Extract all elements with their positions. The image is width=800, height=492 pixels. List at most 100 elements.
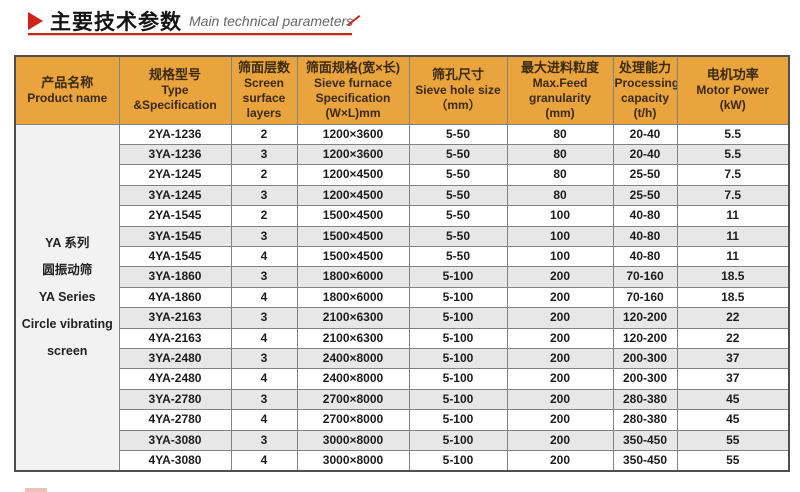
table-cell: 4 xyxy=(230,409,298,431)
header-screen-layers: 筛面层数 Screen surface layers xyxy=(230,55,298,125)
section-title: 主要技术参数 Main technical parameters xyxy=(28,6,353,36)
table-cell: 40-80 xyxy=(612,205,678,227)
table-cell: 200 xyxy=(506,286,614,309)
table-cell: 11 xyxy=(676,245,790,268)
table-cell: 350-450 xyxy=(612,429,678,452)
table-cell: 200 xyxy=(506,409,614,431)
header-zh: 筛面规格(宽×长) xyxy=(305,59,401,75)
table-cell: 350-450 xyxy=(612,450,678,472)
table-cell: 80 xyxy=(506,164,614,186)
table-cell: 40-80 xyxy=(612,245,678,268)
table-cell: 200 xyxy=(506,347,614,370)
table-cell: 11 xyxy=(676,205,790,227)
table-cell: 5-50 xyxy=(408,205,508,227)
table-cell: 5-50 xyxy=(408,184,508,207)
header-sieve-specification: 筛面规格(宽×长) Sieve furnace Specification (W… xyxy=(296,55,410,125)
table-cell: 45 xyxy=(676,388,790,411)
table-cell: 4YA-1860 xyxy=(118,286,232,309)
table-cell: 200 xyxy=(506,307,614,329)
table-cell: 2YA-1236 xyxy=(118,123,232,145)
table-cell: 5-100 xyxy=(408,388,508,411)
table-cell: 3YA-1245 xyxy=(118,184,232,207)
table-cell: 120-200 xyxy=(612,327,678,349)
table-cell: 4 xyxy=(230,327,298,349)
table-cell: 5-100 xyxy=(408,286,508,309)
table-cell: 55 xyxy=(676,429,790,452)
table-cell: 3 xyxy=(230,184,298,207)
table-cell: 5-100 xyxy=(408,327,508,349)
table-row: YA 系列 圆振动筛 YA Series Circle vibrating sc… xyxy=(14,123,790,472)
table-cell: 3 xyxy=(230,266,298,288)
table-cell: 3YA-2780 xyxy=(118,388,232,411)
red-arrow-icon xyxy=(28,12,43,30)
table-cell: 3 xyxy=(230,388,298,411)
header-zh: 筛面层数 xyxy=(237,59,290,75)
table-cell: 1500×4500 xyxy=(296,205,410,227)
table-cell: 22 xyxy=(676,327,790,349)
table-cell: 2400×8000 xyxy=(296,368,410,390)
table-cell: 280-380 xyxy=(612,388,678,411)
table-cell: 5-100 xyxy=(408,429,508,452)
table-cell: 5-50 xyxy=(408,245,508,268)
table-cell: 40-80 xyxy=(612,225,678,247)
next-section-arrow-stub xyxy=(25,488,47,492)
header-en: Processing capacity (t/h) xyxy=(614,75,677,120)
table-cell: 100 xyxy=(506,205,614,227)
table-cell: 18.5 xyxy=(676,266,790,288)
table-cell: 1500×4500 xyxy=(296,225,410,247)
table-cell: 100 xyxy=(506,225,614,247)
table-cell: 2400×8000 xyxy=(296,347,410,370)
table-cell: 1200×3600 xyxy=(296,123,410,145)
header-en: Max.Feed granularity (mm) xyxy=(528,75,591,120)
table-cell: 1200×4500 xyxy=(296,184,410,207)
header-sieve-hole-size: 筛孔尺寸 Sieve hole size （mm） xyxy=(408,55,508,125)
header-zh: 电机功率 xyxy=(706,67,759,83)
table-cell: 7.5 xyxy=(676,184,790,207)
table-header: 产品名称 Product name 规格型号 Type &Specificati… xyxy=(14,55,790,125)
table-cell: 280-380 xyxy=(612,409,678,431)
table-row: 4YA-2163 4 2100×6300 5-100 200 120-200 22 xyxy=(15,327,790,349)
table-row: 3YA-1860 3 1800×6000 5-100 200 70-160 18.5 xyxy=(15,266,790,288)
table-cell: 18.5 xyxy=(676,286,790,309)
table-cell: 11 xyxy=(676,225,790,247)
table-cell: 5-100 xyxy=(408,266,508,288)
table-cell: 3YA-1236 xyxy=(118,143,232,166)
table-cell: 5-50 xyxy=(408,225,508,247)
table-cell: 2 xyxy=(230,205,298,227)
table-cell: 1200×4500 xyxy=(296,164,410,186)
table-cell: 200-300 xyxy=(612,368,678,390)
header-en: Screen surface layers xyxy=(242,75,286,120)
header-type-specification: 规格型号 Type &Specification xyxy=(118,55,232,125)
table-row: 4YA-2780 4 2700×8000 5-100 200 280-380 45 xyxy=(15,409,790,431)
table-cell: 25-50 xyxy=(612,184,678,207)
table-cell: 4 xyxy=(230,450,298,472)
header-en: Sieve furnace Specification (W×L)mm xyxy=(313,75,393,120)
table-cell: 37 xyxy=(676,347,790,370)
table-cell: 4YA-3080 xyxy=(118,450,232,472)
table-cell: 3YA-2163 xyxy=(118,307,232,329)
table-cell: 5-100 xyxy=(408,409,508,431)
table-cell: 4 xyxy=(230,286,298,309)
header-motor-power: 电机功率 Motor Power (kW) xyxy=(676,55,790,125)
table-cell: 45 xyxy=(676,409,790,431)
table-row: 2YA-1545 2 1500×4500 5-50 100 40-80 11 xyxy=(15,205,790,227)
product-name-cell: YA 系列 圆振动筛 YA Series Circle vibrating sc… xyxy=(14,123,120,472)
header-en: Type &Specification xyxy=(133,83,217,113)
table-cell: 2 xyxy=(230,164,298,186)
table-row: 3YA-1545 3 1500×4500 5-50 100 40-80 11 xyxy=(15,225,790,247)
table-cell: 5-50 xyxy=(408,123,508,145)
table-cell: 1200×3600 xyxy=(296,143,410,166)
table-cell: 5-100 xyxy=(408,347,508,370)
table-row: 2YA-1245 2 1200×4500 5-50 80 25-50 7.5 xyxy=(15,164,790,186)
table-cell: 3000×8000 xyxy=(296,450,410,472)
table-cell: 80 xyxy=(506,143,614,166)
table-cell: 120-200 xyxy=(612,307,678,329)
table-cell: 1800×6000 xyxy=(296,266,410,288)
table-cell: 200 xyxy=(506,327,614,349)
table-cell: 3 xyxy=(230,347,298,370)
header-zh: 产品名称 xyxy=(41,74,94,90)
table-cell: 37 xyxy=(676,368,790,390)
table-cell: 5-100 xyxy=(408,368,508,390)
table-row: 4YA-1545 4 1500×4500 5-50 100 40-80 11 xyxy=(15,245,790,268)
